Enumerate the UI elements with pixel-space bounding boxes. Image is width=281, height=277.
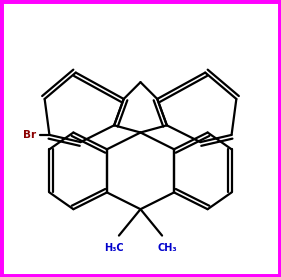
Text: H₃C: H₃C: [104, 243, 124, 253]
Text: Br: Br: [23, 130, 36, 140]
Text: CH₃: CH₃: [157, 243, 177, 253]
